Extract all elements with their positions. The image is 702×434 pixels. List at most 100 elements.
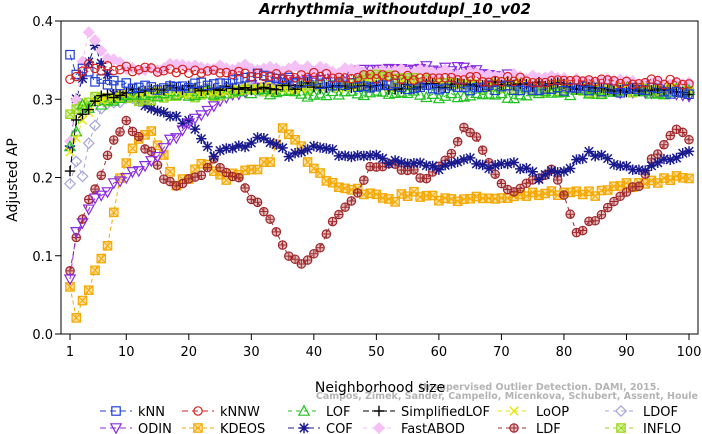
point-odin <box>101 187 114 199</box>
point-cof <box>446 158 457 169</box>
point-knn <box>496 81 507 92</box>
point-cof <box>602 153 613 164</box>
point-cof <box>571 154 582 165</box>
point-kdeos <box>665 175 675 185</box>
point-simplifiedlof <box>89 95 101 107</box>
point-loop <box>184 89 194 99</box>
point-ldf <box>228 172 237 181</box>
point-fastabod <box>439 63 452 76</box>
point-simplifiedlof <box>96 90 107 101</box>
point-knnw <box>140 62 150 73</box>
point-odin <box>451 62 464 74</box>
point-knnw <box>559 75 569 86</box>
point-kdeos <box>309 163 319 174</box>
legend-marker-knnw <box>193 406 203 416</box>
point-knnw <box>252 68 263 79</box>
point-simplifiedlof <box>114 90 126 101</box>
point-cof <box>246 137 257 149</box>
legend-marker-simplifiedlof <box>373 405 385 417</box>
point-ldf <box>165 177 175 186</box>
point-kdeos <box>615 181 625 191</box>
point-knnw <box>290 72 300 83</box>
point-cof <box>152 105 163 117</box>
point-cof <box>477 159 488 171</box>
point-lof <box>195 86 208 99</box>
point-ldf <box>297 259 306 269</box>
point-cof <box>252 132 263 143</box>
point-knnw <box>71 71 82 82</box>
point-knnw <box>265 71 275 81</box>
point-knnw <box>158 65 169 76</box>
point-ldf <box>465 128 475 137</box>
point-ldf <box>422 174 431 183</box>
point-kdeos <box>121 158 131 168</box>
y-tick-label: 0.1 <box>32 250 53 265</box>
point-kdeos <box>315 168 325 178</box>
series-line-knnw <box>69 63 690 86</box>
point-kdeos <box>96 254 106 264</box>
legend-label-cof: COF <box>326 422 353 434</box>
point-ldf <box>147 147 156 156</box>
point-kdeos <box>284 129 294 139</box>
point-ldf <box>684 135 694 144</box>
point-knn <box>671 86 682 97</box>
point-simplifiedlof <box>427 78 438 89</box>
point-cof <box>521 162 532 174</box>
series-kdeos <box>65 123 694 323</box>
point-knn <box>434 84 444 95</box>
point-cof <box>402 158 413 170</box>
point-knnw <box>352 72 363 83</box>
point-cof <box>408 158 420 169</box>
point-fastabod <box>289 59 302 73</box>
point-knn <box>121 78 132 88</box>
x-tick-label: 30 <box>243 345 260 360</box>
point-knnw <box>65 74 75 85</box>
point-fastabod <box>88 34 102 47</box>
point-simplifiedlof <box>271 84 282 95</box>
point-knn <box>527 85 538 95</box>
point-knn <box>621 84 632 94</box>
y-axis: 0.0 0.1 0.2 0.3 0.4 <box>32 15 61 343</box>
point-kdeos <box>571 186 582 196</box>
point-ldf <box>609 197 619 206</box>
point-simplifiedlof <box>227 83 238 94</box>
legend-label-knnw: kNNW <box>220 405 260 420</box>
legend-item-ldf: LDF <box>498 422 561 434</box>
point-odin <box>195 110 208 122</box>
point-fastabod <box>301 60 314 73</box>
legend-marker-ldf <box>509 423 519 433</box>
point-knnw <box>327 73 338 84</box>
watermark: Campos, Zimek, Sander, Campello, Micenko… <box>316 382 698 402</box>
point-kdeos <box>621 178 632 188</box>
point-knn <box>77 63 88 74</box>
point-knnw <box>77 66 88 76</box>
point-odin <box>176 125 189 137</box>
point-ldf <box>634 182 644 191</box>
legend-marker-knn <box>111 406 121 416</box>
point-odin <box>95 190 108 202</box>
point-cof <box>489 160 501 171</box>
point-ldf <box>622 187 631 197</box>
x-tick-label: 60 <box>431 345 448 360</box>
point-cof <box>546 165 557 176</box>
point-knnw <box>108 65 119 76</box>
legend-item-ldof: LDOF <box>605 404 678 420</box>
point-knn <box>440 83 450 94</box>
point-cof <box>339 150 351 161</box>
point-kdeos <box>328 178 338 188</box>
point-cof <box>308 140 320 152</box>
point-odin <box>188 113 202 125</box>
point-knn <box>115 80 125 91</box>
legend-label-odin: ODIN <box>138 422 172 434</box>
point-kdeos <box>77 295 88 306</box>
point-lof <box>182 89 196 101</box>
point-simplifiedlof <box>239 82 251 93</box>
point-kdeos <box>71 313 81 323</box>
point-knnw <box>609 76 619 86</box>
point-odin <box>170 133 183 145</box>
point-cof <box>683 146 695 157</box>
point-knn <box>552 82 563 93</box>
point-ldf <box>447 149 456 158</box>
point-lof <box>501 91 514 103</box>
point-lof <box>507 91 521 104</box>
